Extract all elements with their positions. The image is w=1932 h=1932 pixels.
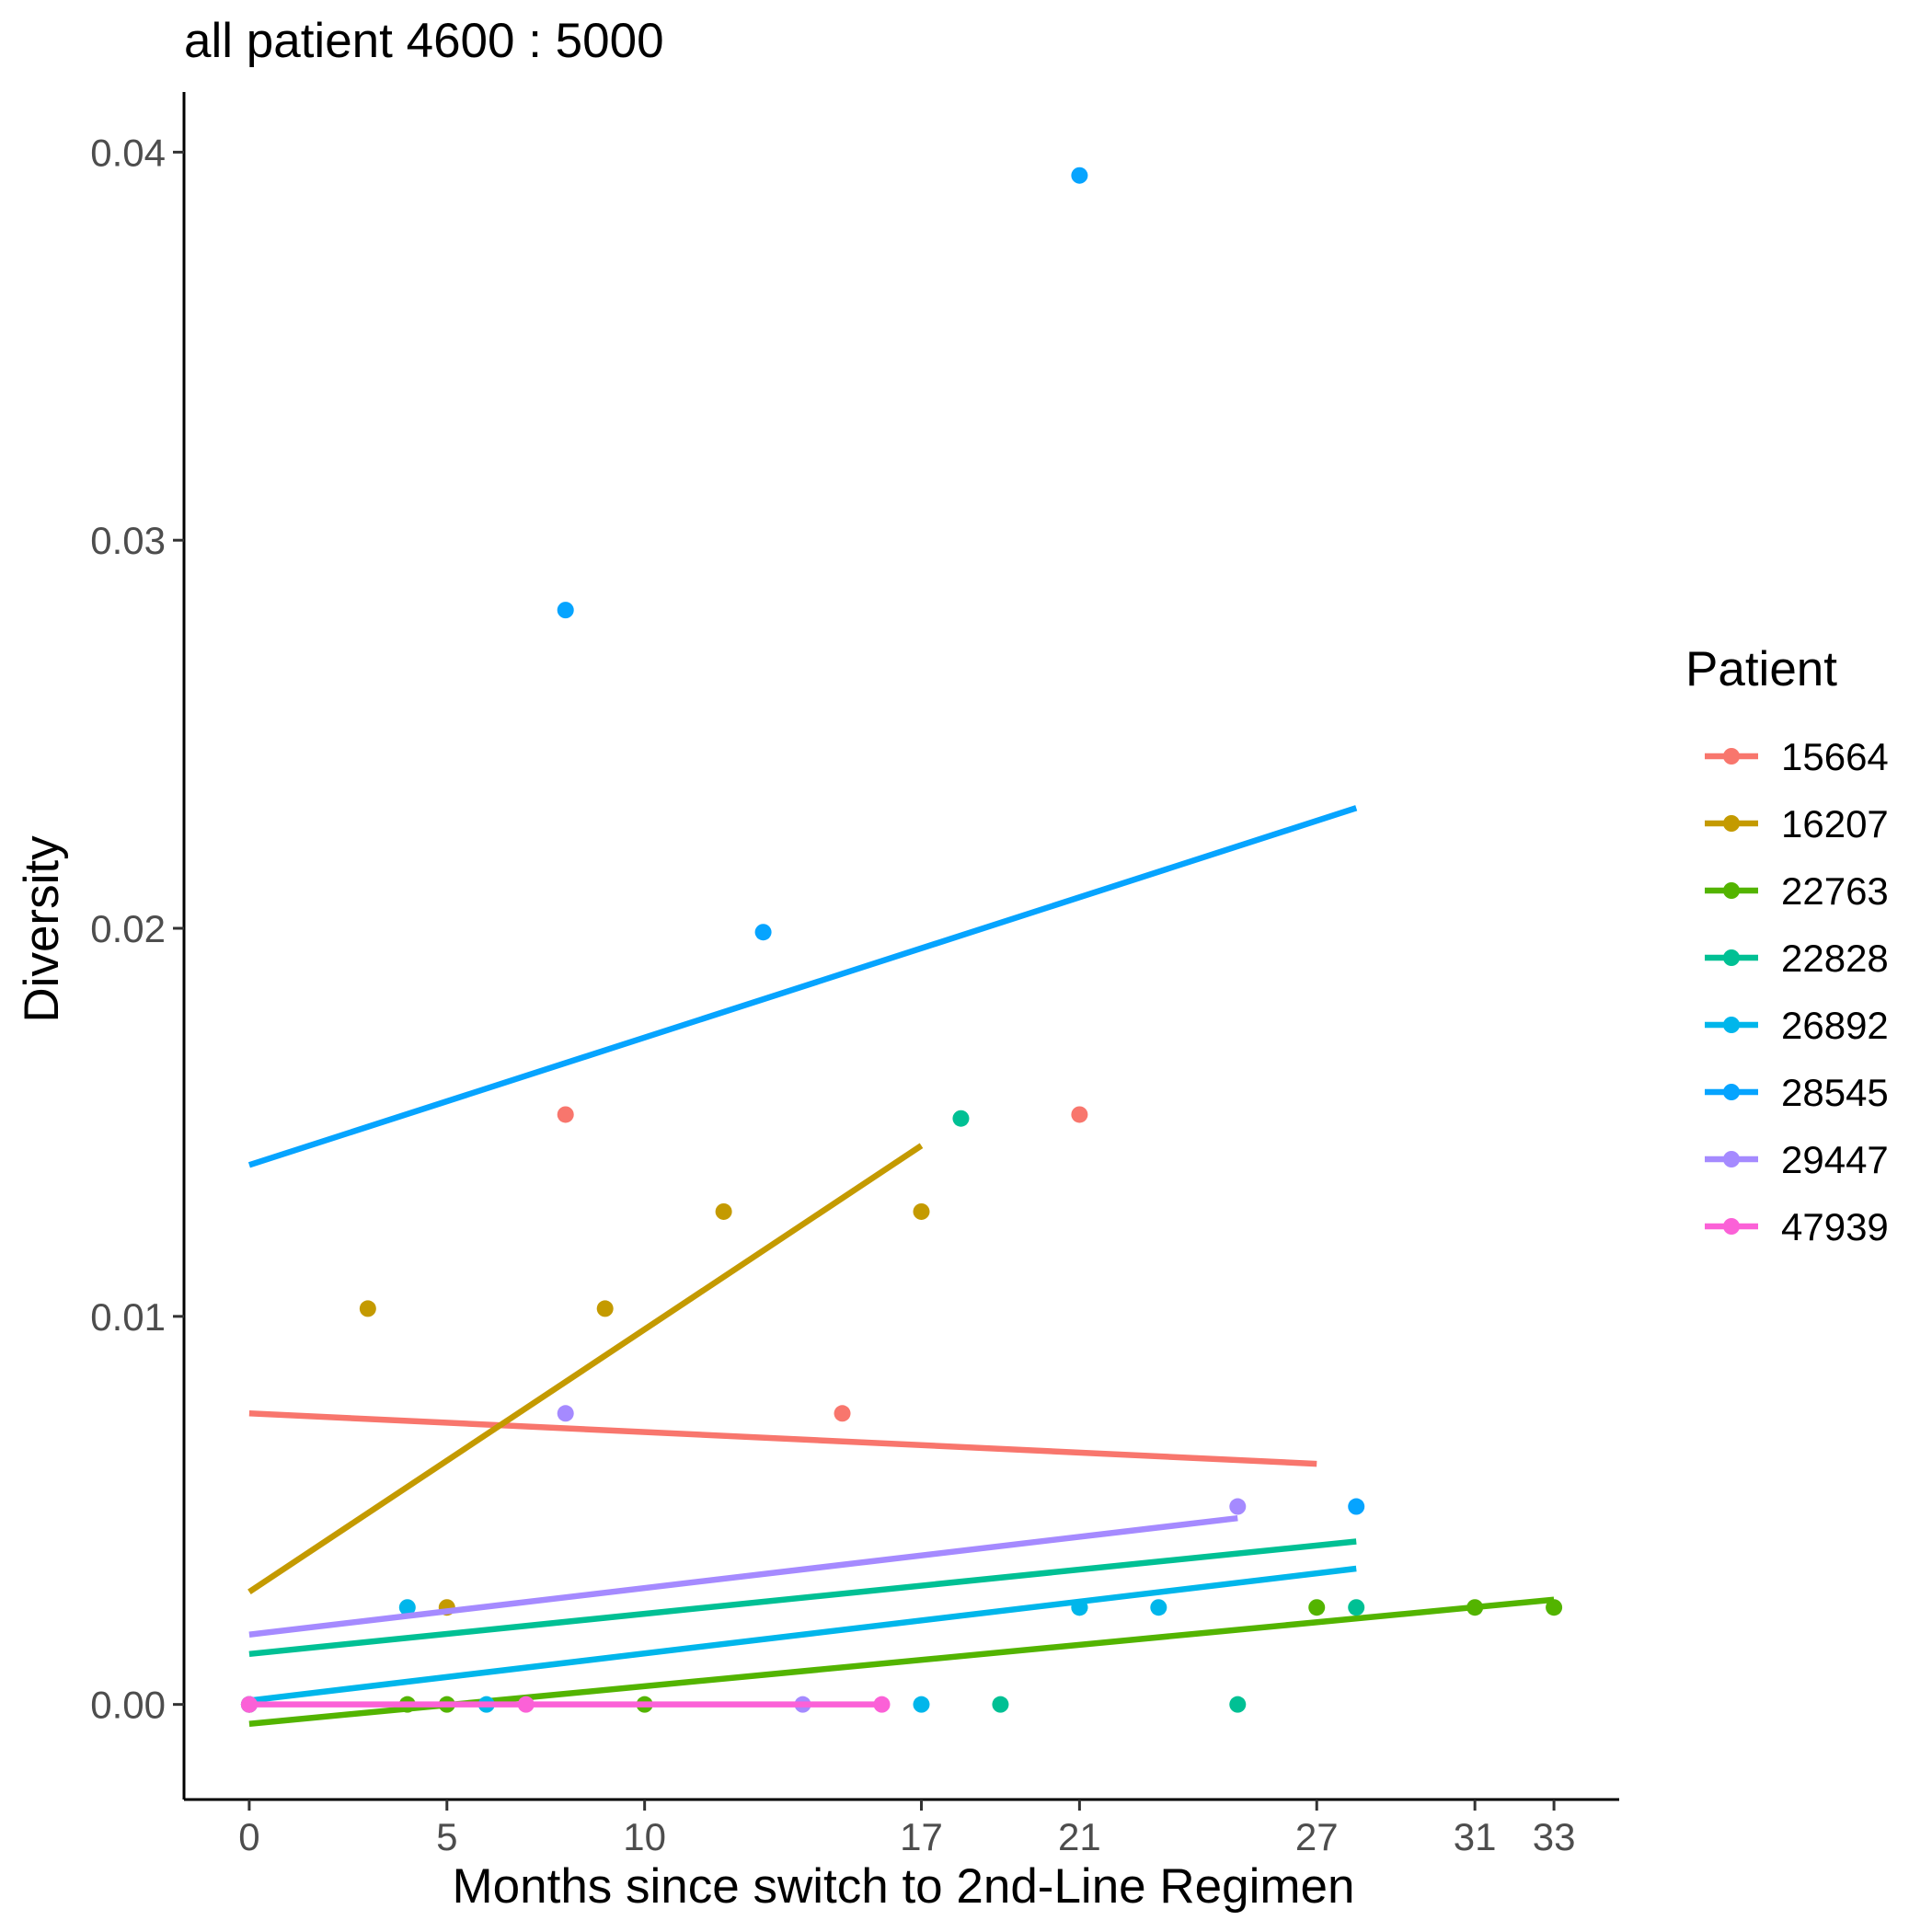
x-tick-label: 10 (623, 1815, 666, 1858)
legend-item-29447: 29447 (1705, 1138, 1889, 1181)
fit-line-22828 (248, 1538, 1357, 1658)
legend-item-28545: 28545 (1705, 1071, 1889, 1114)
legend-label: 28545 (1781, 1071, 1889, 1114)
x-tick-label: 31 (1454, 1815, 1497, 1858)
legend-label: 16207 (1781, 802, 1889, 845)
point-28545-1 (754, 924, 772, 941)
legend-key-point (1723, 1218, 1740, 1235)
point-22763-6 (1546, 1599, 1563, 1616)
point-22763-4 (1308, 1599, 1326, 1616)
legend-label: 47939 (1781, 1205, 1889, 1248)
legend-item-22763: 22763 (1705, 869, 1889, 913)
legend-item-15664: 15664 (1705, 735, 1889, 778)
y-tick-label: 0.04 (90, 131, 166, 174)
legend-key-point (1723, 1017, 1740, 1033)
point-28545-3 (1348, 1498, 1365, 1515)
legend: Patient 15664 16207 22763 22828 26892 28545 29… (1685, 642, 1889, 1248)
legend-item-22828: 22828 (1705, 937, 1889, 980)
y-tick-label: 0.03 (90, 519, 166, 562)
series-47939 (240, 1696, 891, 1713)
point-26892-1 (398, 1599, 416, 1616)
y-tick-label: 0.00 (90, 1684, 166, 1727)
x-tick-label: 33 (1533, 1815, 1576, 1858)
point-28545-0 (557, 602, 574, 619)
x-tick-label: 21 (1058, 1815, 1101, 1858)
legend-label: 29447 (1781, 1138, 1889, 1181)
fit-line-16207 (247, 1143, 924, 1595)
point-15664-3 (1071, 1106, 1088, 1123)
x-tick-label: 17 (900, 1815, 943, 1858)
series-22828 (248, 1110, 1365, 1713)
point-47939-1 (517, 1696, 535, 1713)
point-16207-3 (715, 1202, 732, 1220)
point-16207-2 (596, 1300, 614, 1317)
axes: 0 5 10 17 21 27 31 33 0.00 0.01 0.02 0.03 0.04 (90, 92, 1619, 1858)
point-47939-0 (240, 1696, 258, 1713)
series-28545 (247, 167, 1365, 1515)
y-tick-label: 0.02 (90, 907, 166, 950)
x-tick-label: 0 (238, 1815, 259, 1858)
legend-item-16207: 16207 (1705, 802, 1889, 845)
point-26892-5 (1150, 1599, 1167, 1616)
point-16207-4 (913, 1202, 930, 1220)
fit-line-15664 (248, 1410, 1317, 1467)
point-15664-1 (557, 1106, 574, 1123)
legend-key-point (1723, 815, 1740, 832)
legend-key-point (1723, 748, 1740, 765)
series-15664 (240, 1106, 1317, 1713)
point-22828-4 (1348, 1599, 1365, 1616)
point-47939-2 (873, 1696, 891, 1713)
y-axis-title: Diversity (15, 835, 69, 1023)
fit-line-26892 (248, 1565, 1357, 1704)
legend-label: 15664 (1781, 735, 1889, 778)
fit-line-28545 (247, 805, 1358, 1168)
legend-key-point (1723, 1151, 1740, 1167)
point-26892-4 (1071, 1599, 1088, 1616)
y-tick-label: 0.01 (90, 1295, 166, 1339)
point-15664-2 (834, 1405, 851, 1422)
plot-area (240, 167, 1563, 1727)
point-22828-1 (992, 1696, 1009, 1713)
point-28545-2 (1071, 167, 1088, 184)
point-29447-3 (1229, 1498, 1247, 1515)
legend-key-point (1723, 882, 1740, 899)
point-16207-0 (359, 1300, 376, 1317)
x-tick-label: 27 (1295, 1815, 1339, 1858)
chart-title: all patient 4600 : 5000 (184, 14, 664, 68)
x-axis-title: Months since switch to 2nd-Line Regimen (453, 1859, 1355, 1914)
legend-key-point (1723, 1084, 1740, 1100)
legend-item-26892: 26892 (1705, 1004, 1889, 1047)
legend-item-47939: 47939 (1705, 1205, 1889, 1248)
legend-title: Patient (1685, 642, 1837, 696)
series-16207 (247, 1143, 930, 1616)
legend-label: 22763 (1781, 869, 1889, 913)
point-22828-0 (952, 1110, 970, 1127)
legend-key-point (1723, 949, 1740, 966)
point-22763-5 (1466, 1599, 1484, 1616)
point-22828-3 (1229, 1696, 1247, 1713)
legend-label: 26892 (1781, 1004, 1889, 1047)
x-tick-label: 5 (436, 1815, 457, 1858)
point-29447-1 (557, 1405, 574, 1422)
legend-label: 22828 (1781, 937, 1889, 980)
fit-line-29447 (248, 1514, 1238, 1638)
point-26892-3 (913, 1696, 930, 1713)
